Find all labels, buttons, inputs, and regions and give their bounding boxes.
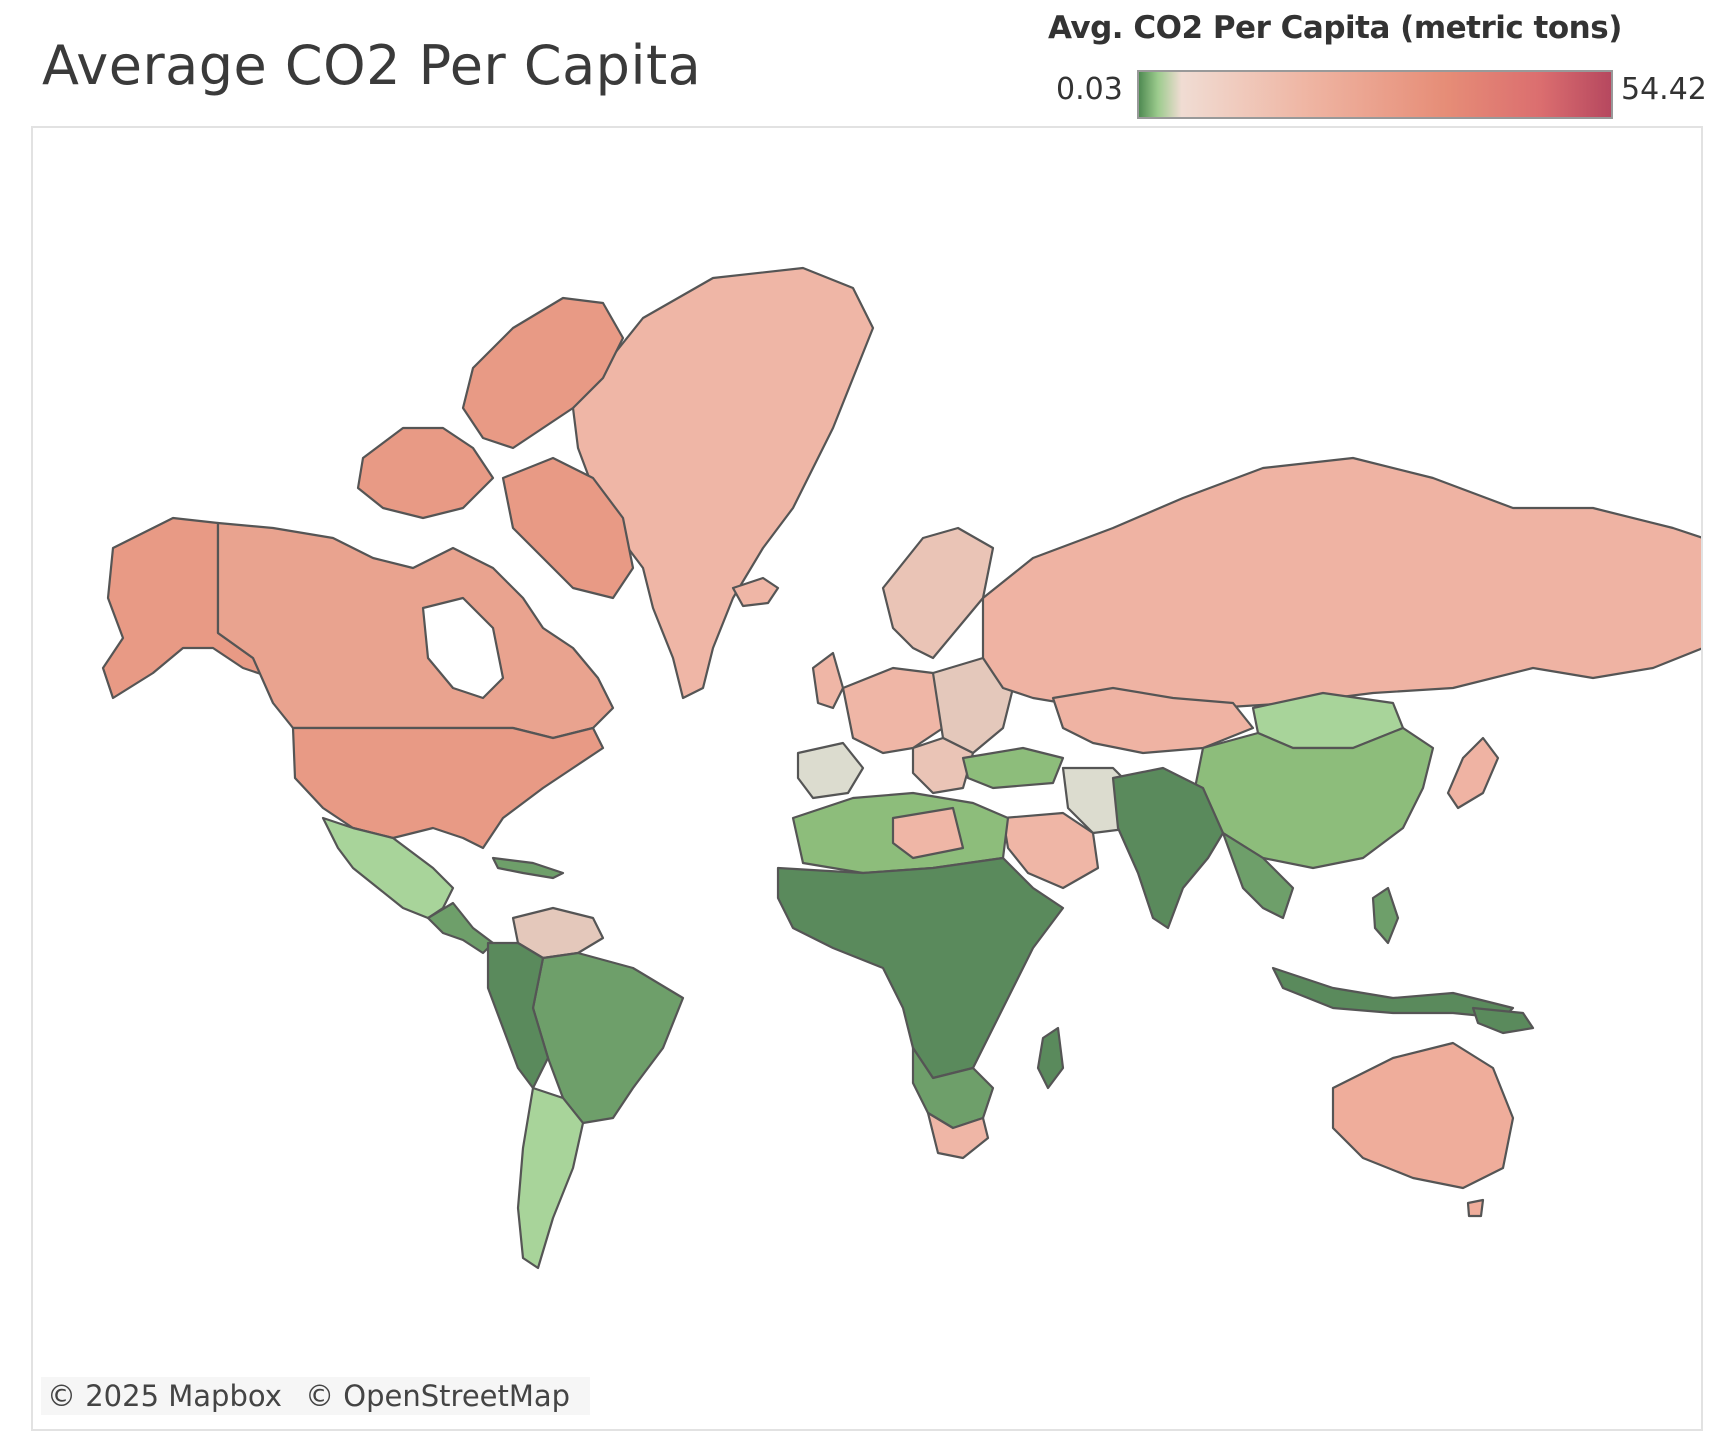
region-russia[interactable] xyxy=(981,456,1703,710)
region-australia[interactable] xyxy=(1331,1041,1515,1190)
legend-max-label: 54.42 xyxy=(1621,72,1707,107)
region-papua[interactable] xyxy=(1471,1006,1535,1035)
region-canada[interactable] xyxy=(216,521,615,740)
world-map[interactable]: © 2025 Mapbox © OpenStreetMap xyxy=(31,126,1703,1431)
region-iberia[interactable] xyxy=(796,741,865,800)
region-arabia[interactable] xyxy=(1001,811,1100,890)
osm-attribution[interactable]: © OpenStreetMap xyxy=(305,1379,571,1413)
map-canvas[interactable] xyxy=(33,128,1703,1431)
region-kazakhstan[interactable] xyxy=(1051,686,1255,755)
region-madagascar[interactable] xyxy=(1036,1026,1065,1090)
region-sub-saharan[interactable] xyxy=(776,856,1065,1080)
region-arctic-islands-west[interactable] xyxy=(356,426,495,520)
region-libya[interactable] xyxy=(891,806,965,860)
color-legend: Avg. CO2 Per Capita (metric tons) 0.03 5… xyxy=(1040,10,1714,125)
region-argentina-chile[interactable] xyxy=(516,1086,585,1270)
region-south-africa[interactable] xyxy=(926,1111,990,1160)
region-usa[interactable] xyxy=(291,726,605,850)
mapbox-attribution[interactable]: © 2025 Mapbox xyxy=(47,1379,282,1413)
map-title: Average CO2 Per Capita xyxy=(42,34,702,97)
region-scandinavia[interactable] xyxy=(881,526,995,660)
region-southeast-asia[interactable] xyxy=(1221,831,1295,920)
region-andes[interactable] xyxy=(486,941,550,1090)
region-arctic-islands[interactable] xyxy=(461,296,625,450)
region-philippines[interactable] xyxy=(1371,886,1400,945)
region-japan[interactable] xyxy=(1446,736,1500,810)
region-caribbean[interactable] xyxy=(491,856,565,880)
map-attribution: © 2025 Mapbox © OpenStreetMap xyxy=(41,1377,591,1415)
legend-min-label: 0.03 xyxy=(1056,72,1123,107)
legend-title: Avg. CO2 Per Capita (metric tons) xyxy=(1048,10,1622,46)
region-hudson-bay-water xyxy=(421,596,505,700)
region-balkans[interactable] xyxy=(911,736,975,795)
region-tasmania[interactable] xyxy=(1466,1198,1485,1218)
region-turkey[interactable] xyxy=(961,746,1065,790)
region-iceland[interactable] xyxy=(731,576,780,608)
region-baffin[interactable] xyxy=(501,456,635,600)
region-uk[interactable] xyxy=(811,651,845,710)
legend-gradient-bar xyxy=(1137,70,1613,119)
region-india[interactable] xyxy=(1111,766,1225,930)
